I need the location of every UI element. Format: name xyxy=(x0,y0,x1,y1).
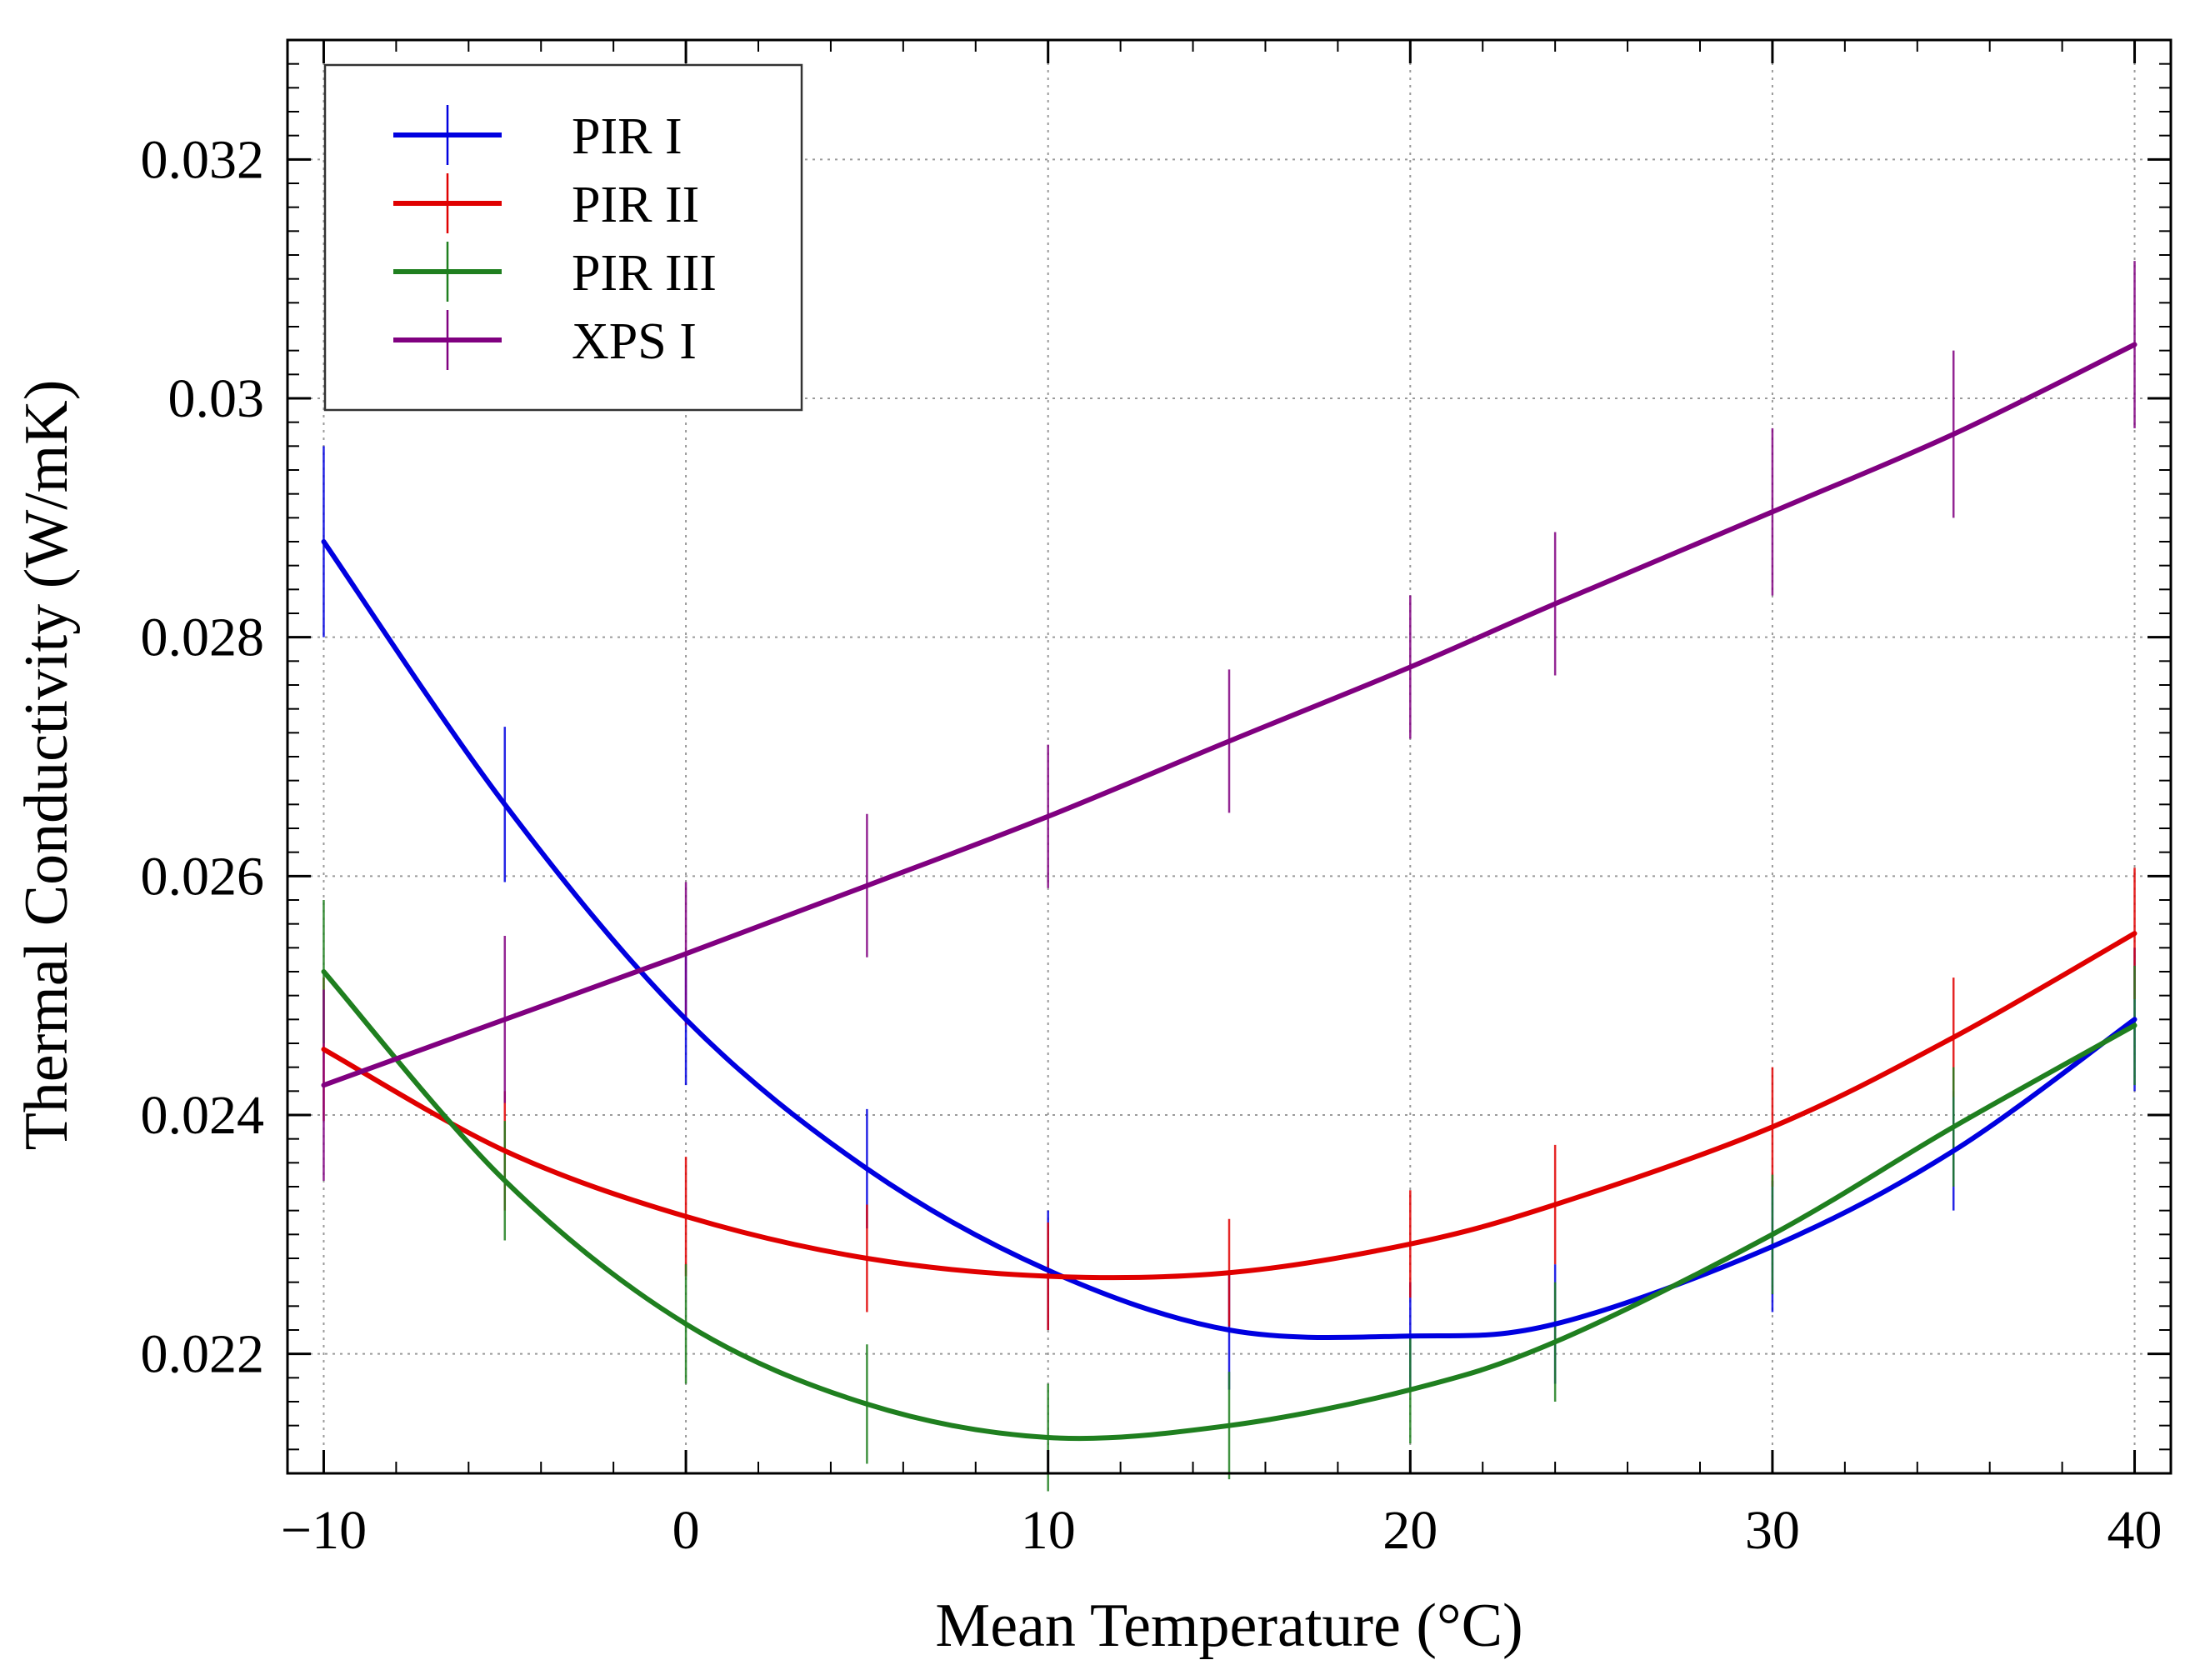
plot-frame xyxy=(286,38,2172,1475)
minor-ticks xyxy=(288,39,2171,1474)
series-line-pir-i xyxy=(321,539,2138,1341)
y-tick-label: 0.026 xyxy=(141,846,265,907)
y-tick-label: 0.028 xyxy=(141,608,265,668)
x-tick-label: 0 xyxy=(672,1500,700,1561)
y-axis-label: Thermal Conductivity (W/mK) xyxy=(12,380,81,1151)
y-tick-label: 0.03 xyxy=(168,368,265,429)
y-tick-label: 0.024 xyxy=(141,1085,265,1146)
x-tick-label: 40 xyxy=(2108,1500,2162,1561)
series-line-xps-i xyxy=(321,342,2138,1088)
x-tick-label: −10 xyxy=(281,1500,367,1561)
x-tick-label: 30 xyxy=(1745,1500,1800,1561)
legend: PIR I PIR II PIR III XPS I xyxy=(323,63,803,412)
legend-box xyxy=(323,63,803,412)
y-tick-label: 0.032 xyxy=(141,129,265,190)
x-tick-label: 20 xyxy=(1382,1500,1438,1561)
series-line-pir-ii xyxy=(321,931,2138,1281)
y-axis-ticks: 0.022 0.024 0.026 0.028 0.03 0.032 xyxy=(141,129,2171,1385)
x-axis-label: Mean Temperature (°C) xyxy=(935,1592,1522,1660)
legend-label: PIR III xyxy=(572,245,717,302)
legend-label: PIR II xyxy=(572,177,699,233)
series-line-pir-iii xyxy=(321,969,2138,1442)
y-tick-label: 0.022 xyxy=(141,1324,265,1385)
x-tick-label: 10 xyxy=(1021,1500,1076,1561)
legend-label: XPS I xyxy=(572,313,697,370)
series-curves xyxy=(321,342,2138,1442)
x-axis-ticks: −10 0 10 20 30 40 xyxy=(281,40,2162,1561)
legend-label: PIR I xyxy=(572,108,682,165)
